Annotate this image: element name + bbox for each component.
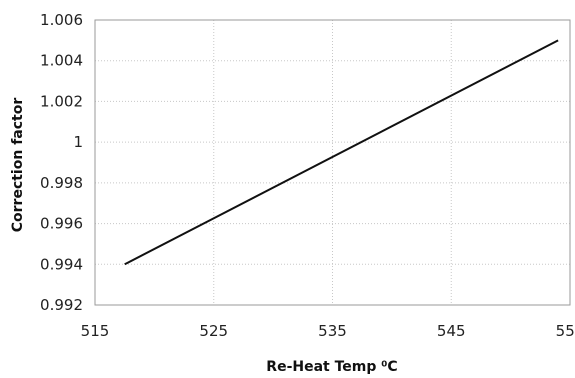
y-tick-labels: 0.992 0.994 0.996 0.998 1 1.002 1.004 1.006: [40, 11, 83, 314]
y-tick-label: 0.994: [40, 255, 83, 273]
x-tick-label: 545: [437, 322, 466, 340]
y-tick-label: 1.006: [40, 11, 83, 29]
x-tick-label: 535: [318, 322, 347, 340]
y-tick-label: 0.992: [40, 296, 83, 314]
x-tick-label: 515: [81, 322, 110, 340]
y-tick-label: 1: [73, 133, 83, 151]
axes: [94, 19, 571, 306]
y-tick-label: 0.996: [40, 215, 83, 233]
gridlines: [94, 19, 571, 306]
x-tick-label: 525: [199, 322, 228, 340]
plot-border: [94, 19, 571, 306]
series-line: [124, 39, 559, 266]
y-tick-label: 1.004: [40, 52, 83, 70]
x-axis-title: Re-Heat Temp ⁰C: [266, 359, 397, 375]
x-tick-labels: 515 525 535 545 555: [81, 322, 575, 340]
series-group: [124, 39, 559, 266]
y-tick-label: 0.998: [40, 174, 83, 192]
y-tick-label: 1.002: [40, 92, 83, 110]
x-tick-label: 555: [556, 322, 575, 340]
y-axis-title: Correction factor: [10, 98, 26, 233]
